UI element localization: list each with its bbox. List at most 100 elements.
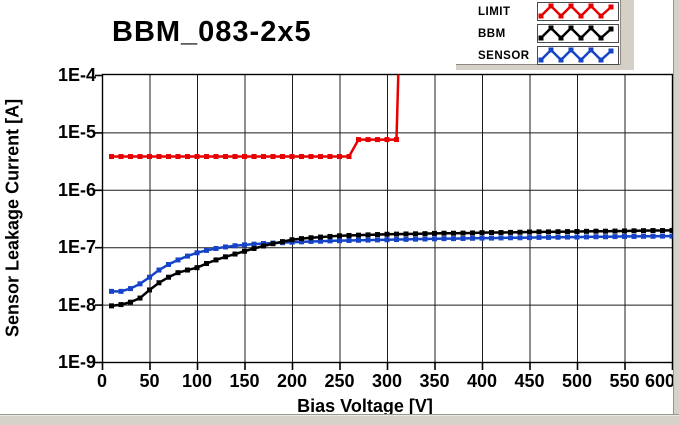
data-point-marker [508, 229, 513, 235]
x-tick-label: 450 [514, 371, 545, 391]
data-point-marker [318, 234, 323, 240]
data-point-marker [137, 281, 143, 287]
legend-row-limit: LIMIT [456, 1, 621, 22]
legend-marker-sample [578, 57, 584, 63]
data-point-marker [194, 250, 200, 256]
y-tick-label: 1E-4 [57, 65, 96, 85]
data-point-marker [128, 299, 133, 305]
data-point-marker [489, 230, 494, 236]
data-point-marker [223, 244, 228, 250]
legend-label-sensor: SENSOR [478, 49, 530, 62]
data-point-marker [394, 237, 399, 243]
data-point-marker [546, 234, 551, 240]
data-point-marker [213, 245, 219, 251]
data-point-marker [565, 234, 570, 240]
legend-marker-sample [588, 3, 594, 9]
data-point-marker [396, 68, 401, 73]
data-point-marker [223, 154, 228, 160]
legend-marker-sample [588, 25, 594, 31]
data-point-marker [147, 274, 152, 280]
data-point-marker [109, 303, 114, 309]
data-point-marker [356, 137, 361, 143]
chart-title: BBM_083-2x5 [112, 16, 312, 48]
data-point-marker [365, 237, 371, 243]
data-point-marker [631, 233, 637, 239]
data-point-marker [289, 239, 295, 245]
legend-marker-sample [568, 3, 574, 9]
data-point-marker [622, 228, 627, 234]
data-point-marker [584, 234, 589, 240]
legend-label-limit: LIMIT [478, 5, 511, 18]
series-line-limit [111, 74, 400, 158]
legend-marker-sample [558, 13, 564, 19]
legend-marker-sample [548, 25, 554, 31]
data-point-marker [137, 154, 143, 160]
data-point-marker [479, 235, 485, 241]
x-tick-label: 500 [561, 371, 593, 391]
plot-area-border [101, 73, 674, 364]
data-point-marker [669, 227, 673, 233]
data-point-marker [574, 234, 580, 240]
series-bbm [109, 227, 673, 309]
data-point-marker [403, 236, 409, 242]
data-point-marker [232, 251, 238, 257]
legend-sample-bbm[interactable] [537, 24, 619, 43]
panel-edge-right [673, 0, 679, 425]
data-point-marker [346, 232, 352, 238]
data-point-marker [185, 267, 190, 273]
data-point-marker [394, 231, 399, 237]
data-point-marker [147, 154, 152, 160]
legend-marker-sample [598, 13, 604, 19]
data-point-marker [536, 229, 542, 235]
legend-marker-sample [608, 26, 614, 32]
data-point-marker [650, 228, 656, 234]
data-point-marker [508, 235, 513, 241]
data-point-marker [299, 239, 304, 245]
data-point-marker [327, 154, 333, 160]
x-tick-label: 400 [466, 371, 498, 391]
data-point-marker [527, 235, 532, 241]
data-point-marker [166, 154, 171, 160]
data-point-marker [432, 236, 437, 242]
data-point-marker [384, 237, 390, 243]
legend-sample-sensor[interactable] [537, 46, 619, 65]
data-point-marker [270, 241, 276, 247]
data-point-marker [641, 228, 646, 234]
data-point-marker [584, 228, 589, 234]
legend-marker-sample [598, 57, 604, 63]
legend-label-bbm: BBM [478, 27, 506, 40]
data-point-marker [337, 233, 342, 239]
x-tick-label: 550 [609, 371, 640, 391]
data-point-marker [156, 154, 162, 160]
data-point-marker [299, 154, 304, 160]
data-point-marker [460, 230, 466, 236]
data-point-marker [612, 234, 618, 240]
data-point-marker [289, 154, 295, 160]
legend-marker-sample [568, 47, 574, 53]
data-point-marker [137, 295, 143, 301]
series-limit [109, 68, 401, 160]
data-point-marker [299, 236, 304, 242]
data-point-marker [204, 261, 209, 267]
data-point-marker [365, 137, 371, 143]
legend-marker-sample [588, 47, 594, 53]
data-point-marker [375, 137, 380, 143]
data-point-marker [612, 228, 618, 234]
data-point-marker [669, 233, 673, 239]
y-tick-label: 1E-5 [57, 122, 96, 143]
data-point-marker [460, 235, 466, 241]
data-point-marker [175, 257, 181, 263]
data-point-marker [555, 229, 561, 235]
data-point-marker [261, 243, 266, 249]
legend-sample-limit[interactable] [537, 2, 619, 21]
data-point-marker [565, 229, 570, 235]
data-point-marker [270, 154, 276, 160]
legend-marker-sample [538, 13, 544, 19]
data-point-marker [356, 232, 361, 238]
data-point-marker [308, 238, 314, 244]
data-point-marker [175, 270, 181, 276]
data-point-marker [546, 229, 551, 235]
data-point-marker [261, 154, 266, 160]
data-point-marker [593, 234, 599, 240]
